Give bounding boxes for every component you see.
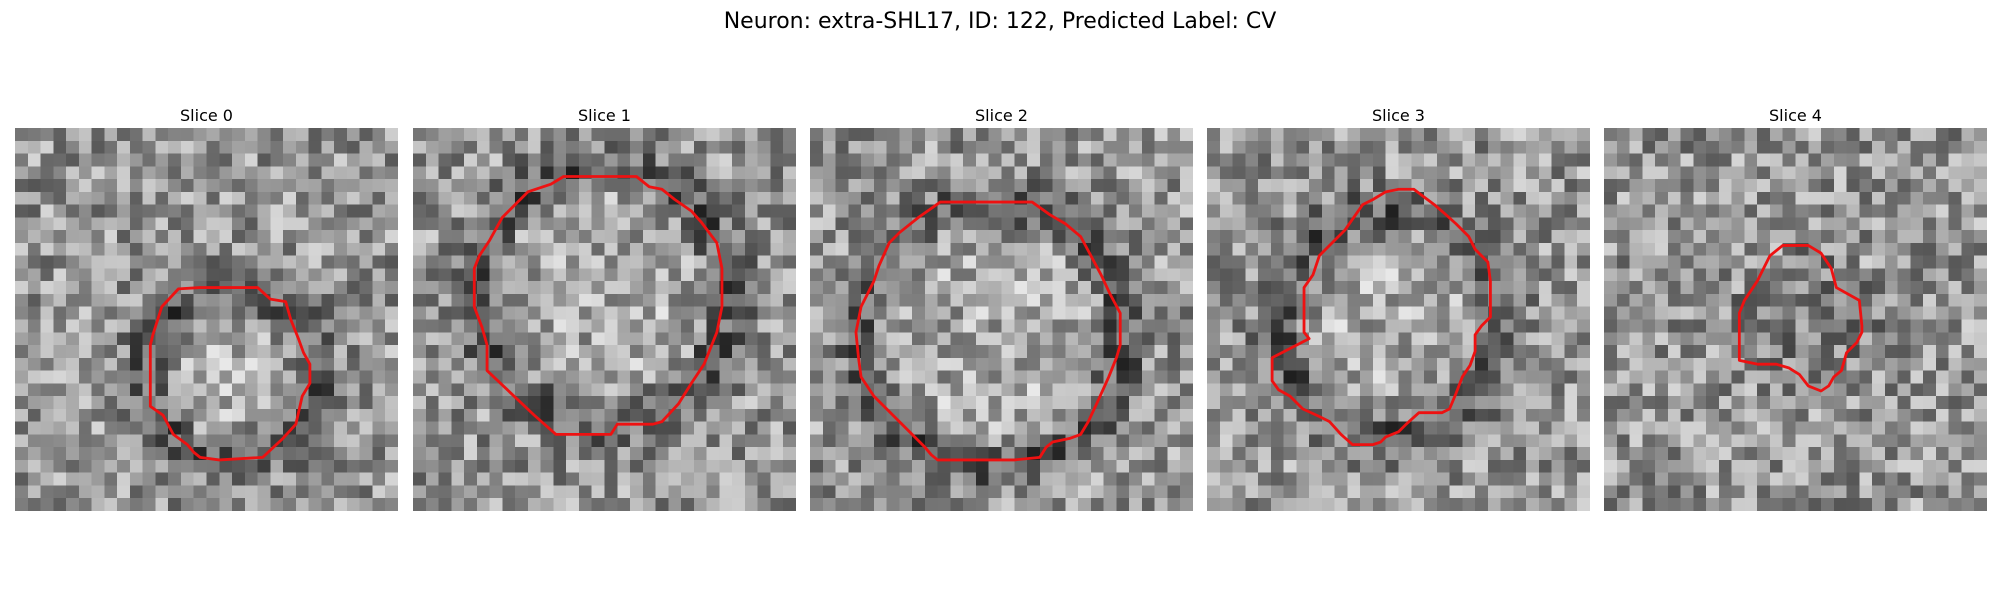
pixel-texture (1207, 128, 1590, 511)
slice-image (1207, 128, 1590, 511)
pixel-texture (15, 128, 398, 511)
slice-title: Slice 4 (1769, 106, 1822, 125)
slice-panel-0: Slice 0 (15, 106, 398, 511)
pixel-texture (413, 128, 796, 511)
slice-title: Slice 2 (975, 106, 1028, 125)
cell-contour (1270, 187, 1492, 447)
cell-contour (1737, 244, 1864, 393)
slice-panel-1: Slice 1 (413, 106, 796, 511)
pixel-texture (1604, 128, 1987, 511)
slice-image (1604, 128, 1987, 511)
slice-panel-2: Slice 2 (810, 106, 1193, 511)
slice-title: Slice 3 (1372, 106, 1425, 125)
slice-title: Slice 0 (180, 106, 233, 125)
slice-panel-3: Slice 3 (1207, 106, 1590, 511)
figure-title: Neuron: extra-SHL17, ID: 122, Predicted … (723, 9, 1277, 34)
cell-contour (148, 286, 312, 462)
slice-image (413, 128, 796, 511)
pixel-texture (810, 128, 1193, 511)
slice-image (15, 128, 398, 511)
cell-contour (854, 200, 1122, 462)
slice-image (810, 128, 1193, 511)
slice-panel-4: Slice 4 (1604, 106, 1987, 511)
slice-title: Slice 1 (578, 106, 631, 125)
cell-contour (472, 175, 724, 436)
